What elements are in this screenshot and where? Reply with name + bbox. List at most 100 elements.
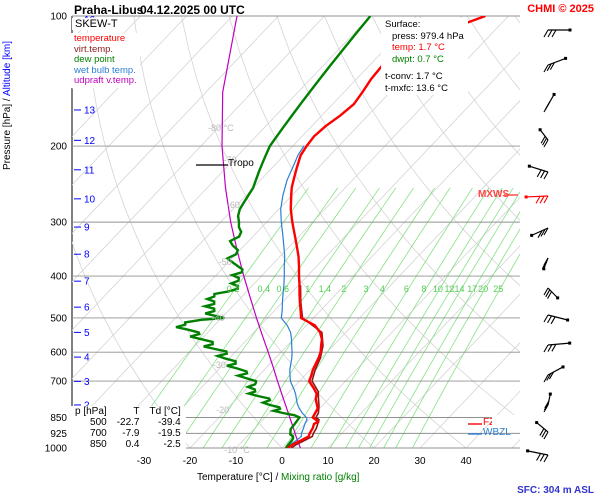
wind-barb — [543, 92, 556, 113]
dew-point-curve — [175, 16, 372, 448]
mixing-ratio-label: 8 — [421, 284, 426, 294]
legend-virt-temp: virt.temp. — [74, 43, 114, 55]
altitude-tick: 10 — [84, 194, 96, 205]
y-axis-pressure-label: Pressure [hPa] — [2, 103, 13, 170]
pressure-tick: 1000 — [45, 444, 68, 455]
wind-barb — [535, 421, 549, 440]
table-cell: 500 — [90, 417, 107, 428]
x-axis-sep: / — [275, 472, 279, 483]
tropo-label: Tropo — [228, 158, 254, 169]
isotherm-label: -10 °C — [224, 445, 250, 455]
pressure-tick: 400 — [50, 272, 67, 283]
mixing-ratio-label: 6 — [404, 284, 409, 294]
y-axis-title: Pressure [hPa] / Altitude [km] — [2, 41, 13, 170]
level-table-header-td: Td [°C] — [149, 406, 181, 417]
table-cell: 0.4 — [125, 439, 140, 450]
mxws-label: MXWS — [478, 189, 510, 200]
pressure-tick: 200 — [50, 142, 67, 153]
mixing-ratio-label: 14 — [454, 284, 464, 294]
surface-info-box: Surface: press: 979.4 hPa temp: 1.7 °C d… — [381, 18, 468, 95]
level-table-header-p: p [hPa] — [75, 406, 107, 417]
wbzl-label: WBZL — [483, 427, 511, 438]
fzlv-wbzl-markers — [468, 423, 482, 435]
skewt-label: SKEW-T — [72, 18, 121, 30]
temperature-tick: 10 — [322, 456, 334, 467]
temperature-tick: 30 — [414, 456, 426, 467]
mixing-ratio-label: 4 — [380, 284, 385, 294]
wind-barb-column — [524, 28, 572, 463]
wet-bulb-curve — [280, 145, 308, 448]
t-mxfc: t-mxfc: 13.6 °C — [385, 82, 448, 94]
wind-barb — [527, 164, 549, 180]
pressure-tick: 925 — [50, 429, 67, 440]
surface-dwpt: dwpt: 0.7 °C — [392, 53, 444, 65]
altitude-tick: 6 — [84, 303, 90, 314]
isotherm-label: -40 — [212, 313, 225, 323]
isotherm-label: -50 — [219, 257, 232, 267]
station-title: Praha-Libus — [74, 3, 144, 17]
level-table: p [hPa] T Td [°C] 500 -22.7 -39.4 700 -7.9 -1… — [70, 406, 186, 450]
mixing-ratio-label: 12 — [444, 284, 454, 294]
wind-barb — [543, 28, 572, 38]
x-axis-title: Temperature [°C] / Mixing ratio [g/kg] — [197, 472, 359, 483]
y-axis-altitude-label: Altitude [km] — [2, 41, 13, 97]
surface-title: Surface: — [385, 19, 421, 30]
wind-barb — [543, 365, 565, 383]
level-table-header-t: T — [133, 406, 140, 417]
mixing-ratio-label: 10 — [433, 284, 443, 294]
x-axis-temp-label: Temperature [°C] — [197, 472, 273, 483]
temperature-tick: 0 — [279, 456, 285, 467]
table-row: 700 -7.9 -19.5 — [70, 428, 186, 439]
mixing-ratio-labels: 0.2 0.4 0.6 1 1.4 2 3 4 6 8 10 12 14 17 20 25 — [227, 284, 504, 294]
mixing-ratio-label: 0.4 — [258, 284, 271, 294]
mixing-ratio-grid — [121, 187, 520, 448]
x-axis-mix-label: Mixing ratio [g/kg] — [281, 472, 360, 483]
wind-barb — [541, 257, 549, 271]
isotherm-label: -70 — [224, 155, 237, 165]
mixing-ratio-label: 0.2 — [227, 284, 240, 294]
altitude-tick: 5 — [84, 328, 90, 339]
table-cell: -22.7 — [116, 417, 140, 428]
legend-dew-point: dew point — [74, 54, 115, 65]
sounding-curves — [175, 16, 486, 448]
y-axis-sep: / — [2, 98, 13, 102]
table-row: 850 0.4 -2.5 — [70, 439, 186, 450]
isotherm-labels: -80 °C -70 -60 -50 -40 -30 -20 -10 °C — [208, 123, 250, 455]
legend-temperature: temperature — [74, 33, 126, 44]
wind-barb — [543, 392, 552, 413]
pressure-tick: 600 — [50, 348, 67, 359]
table-cell: -19.5 — [157, 428, 181, 439]
wind-barb — [526, 449, 549, 463]
isotherm-label: -60 — [227, 200, 240, 210]
sfc-elevation-label: SFC: 304 m ASL — [517, 485, 594, 496]
altitude-tick: 2 — [84, 400, 90, 411]
table-cell: -39.4 — [157, 417, 181, 428]
isotherm-label: -20 — [216, 405, 229, 415]
isotherm-label: -30 — [213, 360, 226, 370]
mixing-ratio-label: 0.6 — [276, 284, 289, 294]
mixing-ratio-label: 2 — [341, 284, 346, 294]
mixing-ratio-label: 3 — [364, 284, 369, 294]
altitude-tick: 13 — [84, 105, 96, 116]
temperature-curve — [286, 16, 486, 448]
altitude-tick: 7 — [84, 277, 90, 288]
altitude-tick: 4 — [84, 353, 90, 364]
table-cell: 700 — [90, 428, 107, 439]
wind-barb — [524, 195, 549, 204]
temperature-tick: 20 — [368, 456, 380, 467]
legend-updraft: udpraft v.temp. — [74, 75, 137, 86]
pressure-tick: 850 — [50, 413, 67, 424]
altitude-tick: 9 — [84, 223, 90, 234]
wind-barb — [543, 314, 570, 325]
table-cell: 850 — [90, 439, 107, 450]
surface-temp: temp: 1.7 °C — [392, 42, 445, 53]
wind-barb — [543, 56, 568, 73]
wind-barb — [543, 341, 572, 353]
mixing-ratio-label: 25 — [493, 284, 503, 294]
altitude-tick: 3 — [84, 377, 90, 388]
fzlv-cover — [492, 415, 520, 425]
datetime-title: 04.12.2025 00 UTC — [140, 3, 245, 17]
wind-barb — [538, 128, 549, 148]
temperature-tick: -20 — [183, 456, 198, 467]
